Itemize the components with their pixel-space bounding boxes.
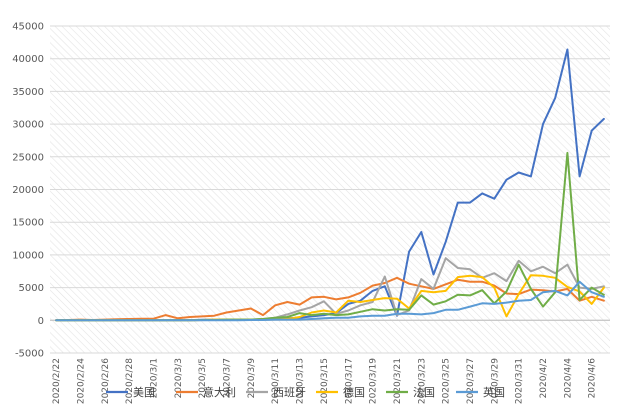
y-tick-label: 45000 [12, 22, 44, 33]
grid-lines [50, 25, 610, 354]
x-tick-label: 2020/3/23 [417, 358, 427, 404]
series-line-1 [55, 276, 605, 322]
legend-label-0: 美国 [133, 386, 155, 399]
y-tick-label: 5000 [19, 283, 44, 294]
legend-label-1: 意大利 [203, 385, 236, 399]
x-tick-label: 2020/3/19 [369, 358, 379, 404]
x-tick-label: 2020/3/5 [198, 358, 208, 398]
legend-label-2: 西班牙 [273, 386, 306, 399]
x-tick-label: 2020/3/25 [442, 358, 452, 404]
x-tick-label: 2020/3/9 [247, 358, 257, 399]
series-lines [55, 48, 605, 322]
x-tick-label: 2020/3/17 [344, 358, 354, 404]
series-line-5 [55, 280, 605, 322]
legend-label-3: 德国 [343, 385, 365, 399]
y-tick-label: 40000 [12, 54, 44, 65]
x-tick-label: 2020/4/6 [588, 358, 598, 399]
x-tick-label: 2020/2/26 [101, 358, 111, 404]
x-tick-label: 2020/3/11 [271, 358, 281, 404]
legend-label-5: 英国 [483, 385, 505, 399]
x-tick-label: 2020/3/29 [490, 358, 500, 404]
x-tick-label: 2020/3/27 [466, 358, 476, 404]
x-tick-label: 2020/3/15 [320, 358, 330, 404]
x-tick-label: 2020/2/22 [52, 358, 62, 404]
y-tick-label: 15000 [12, 218, 44, 229]
x-tick-label: 2020/3/1 [149, 358, 159, 398]
x-axis-ticks: 2020/2/22 2020/2/24 2020/2/26 2020/2/28 2020… [52, 358, 598, 404]
x-tick-label: 2020/2/28 [125, 358, 135, 404]
x-tick-label: 2020/3/7 [223, 358, 233, 398]
x-tick-label: 2020/3/3 [174, 358, 184, 398]
x-tick-label: 2020/4/4 [563, 358, 573, 399]
y-tick-label: 0 [38, 316, 44, 327]
y-axis-ticks: -5000 0 5000 10000 15000 20000 25000 30000 35000… [12, 22, 44, 360]
y-tick-label: 20000 [12, 185, 44, 196]
legend-label-4: 法国 [413, 385, 435, 399]
x-tick-label: 2020/4/2 [539, 358, 549, 398]
x-tick-label: 2020/3/13 [296, 358, 306, 404]
y-tick-label: 25000 [12, 152, 44, 163]
y-tick-label: 30000 [12, 120, 44, 131]
x-tick-label: 2020/3/21 [393, 358, 403, 404]
x-tick-label: 2020/3/31 [515, 358, 525, 404]
y-tick-label: 10000 [12, 250, 44, 261]
legend: 美国 意大利 西班牙 德国 法国 英国 [106, 385, 505, 399]
y-tick-label: 35000 [12, 87, 44, 98]
y-tick-label: -5000 [15, 349, 44, 360]
x-tick-label: 2020/2/24 [76, 358, 86, 404]
